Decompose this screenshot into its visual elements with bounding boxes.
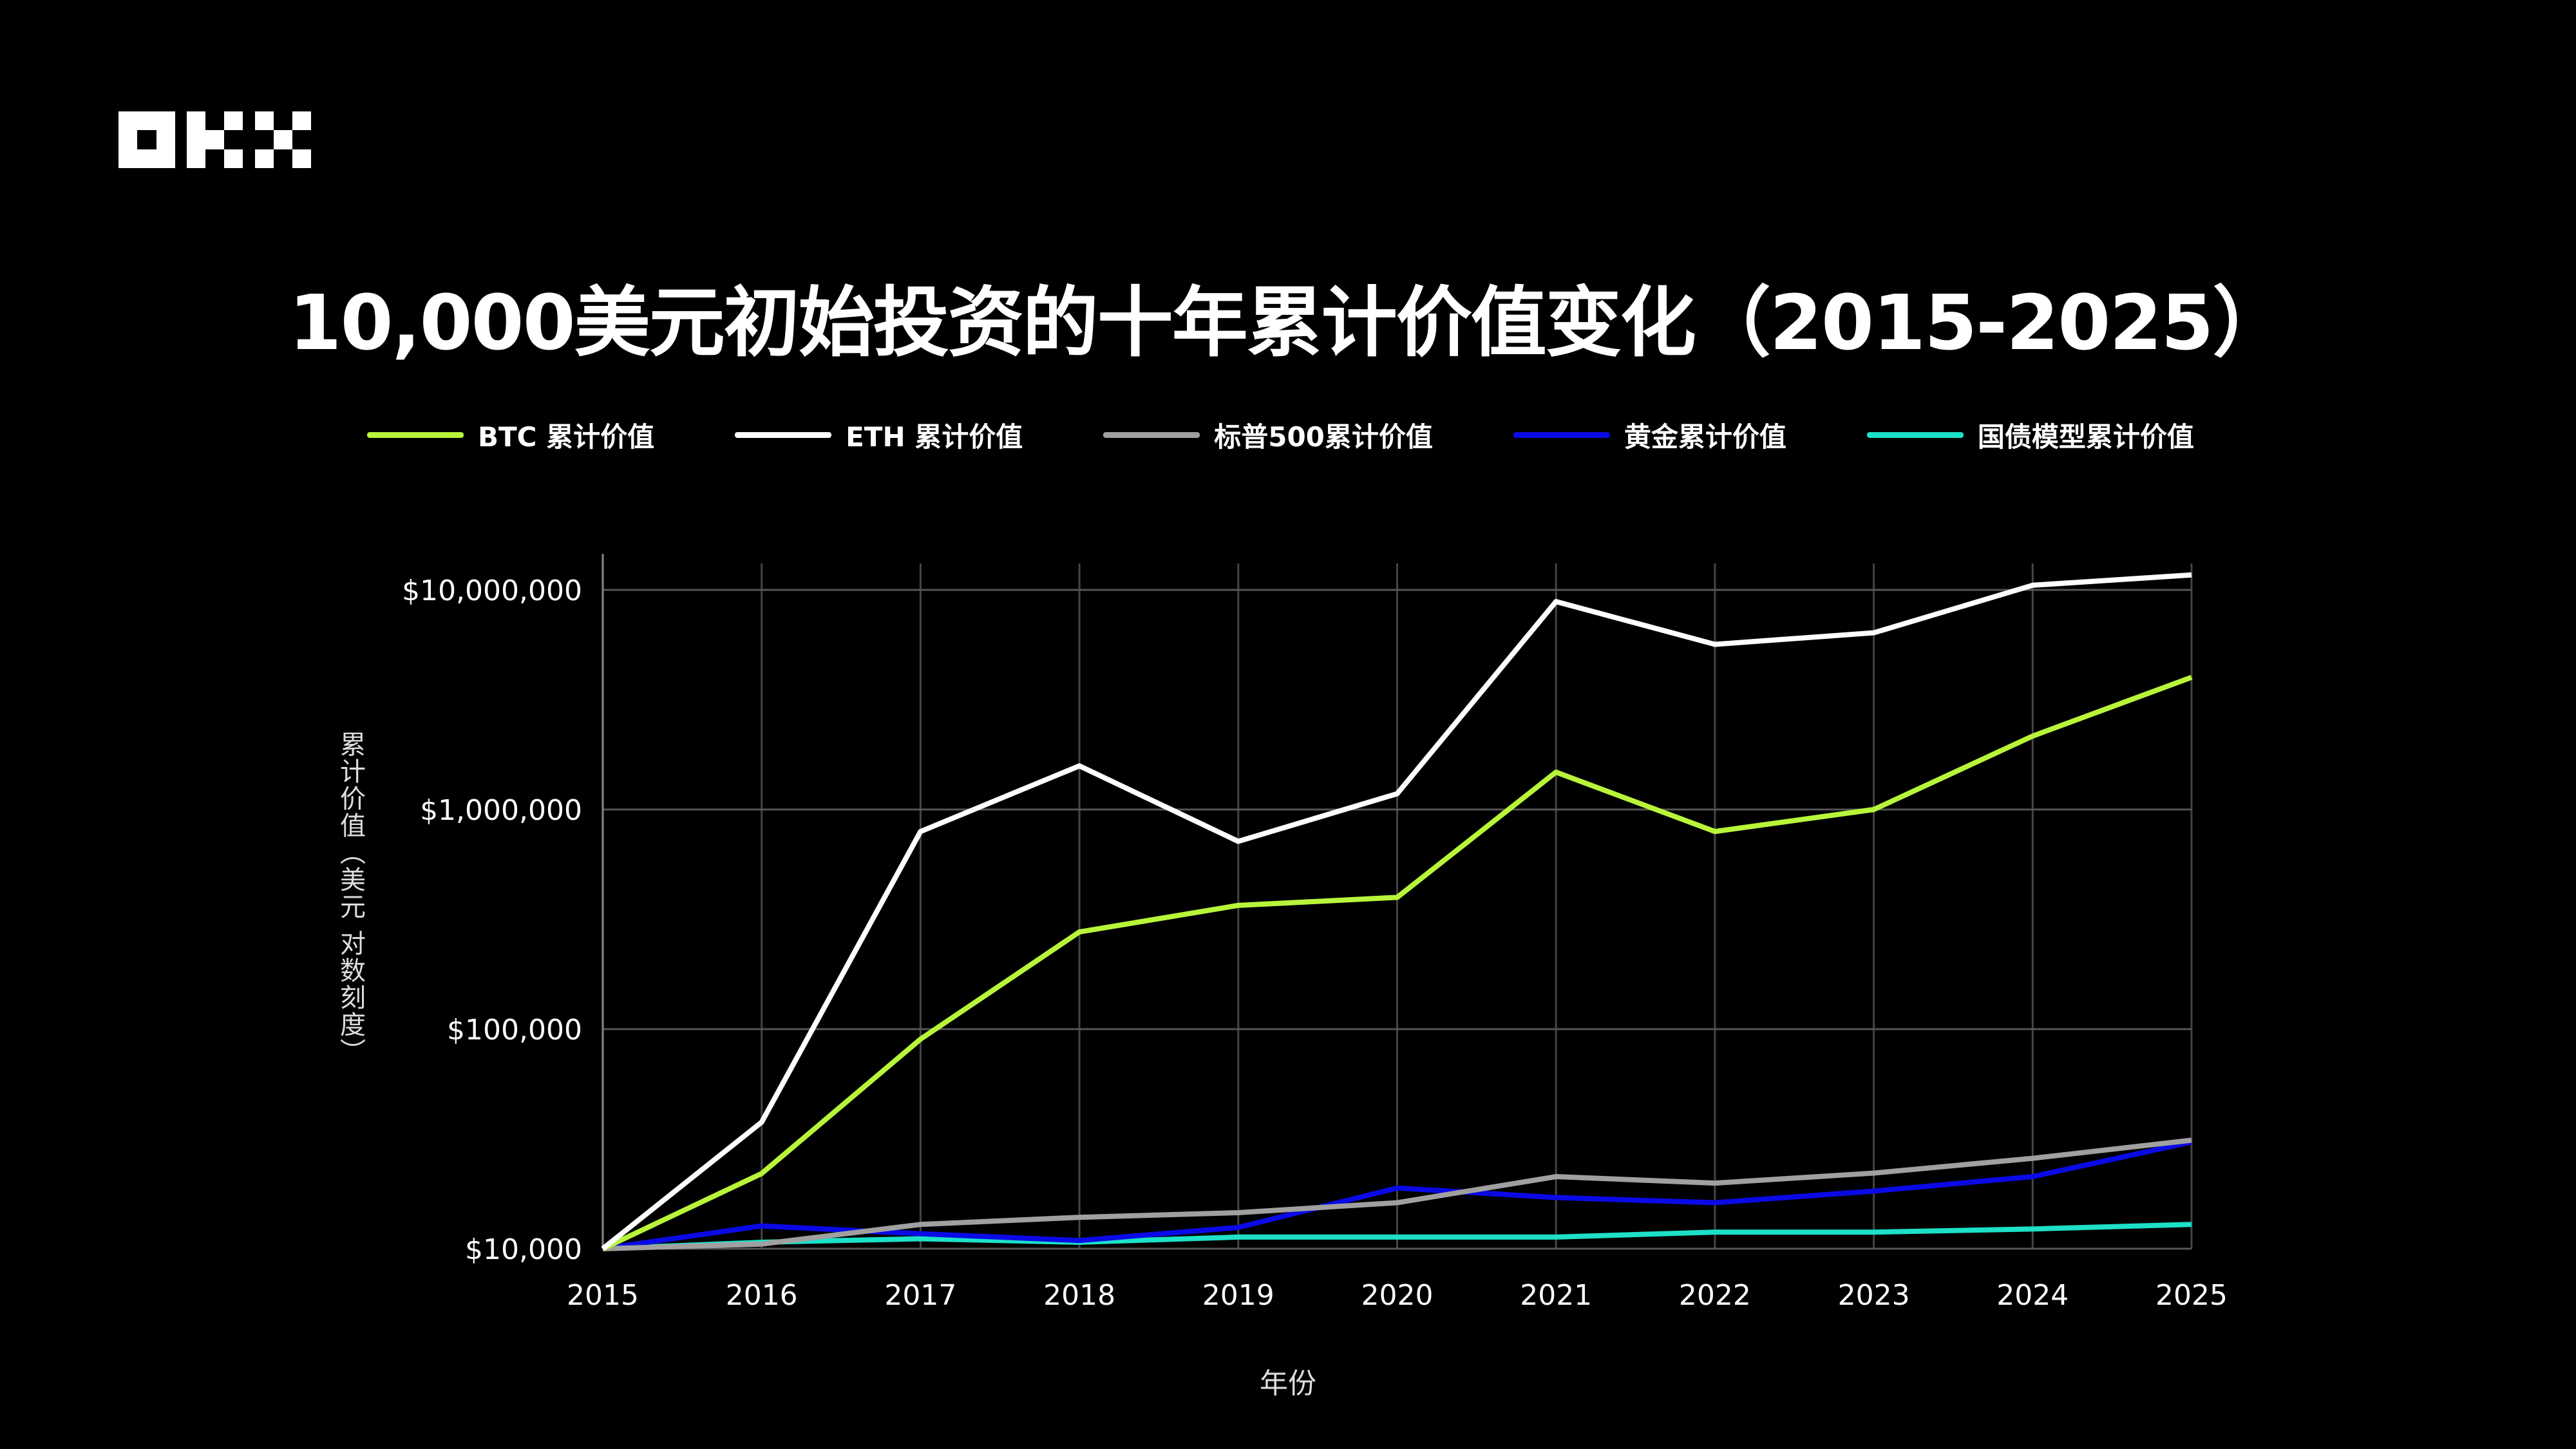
- legend-label: ETH 累计价值: [846, 421, 1023, 453]
- legend-swatch: [367, 432, 464, 438]
- y-axis-label: 累计价值（美元 对数刻度）: [336, 731, 365, 1065]
- legend-swatch: [1866, 432, 1964, 438]
- legend-item: 国债模型累计价值: [1866, 415, 2194, 455]
- legend-label: BTC 累计价值: [478, 421, 655, 453]
- y-tick-label: $10,000,000: [402, 574, 582, 607]
- legend-swatch: [1103, 432, 1200, 438]
- x-tick-label: 2021: [1520, 1279, 1592, 1312]
- y-tick-label: $10,000: [465, 1233, 582, 1266]
- x-tick-label: 2025: [2155, 1279, 2228, 1312]
- series-line-1: [601, 572, 2192, 1251]
- x-tick-label: 2019: [1202, 1279, 1274, 1312]
- x-tick-label: 2023: [1838, 1279, 1910, 1312]
- legend-item: 标普500累计价值: [1103, 415, 1433, 455]
- x-tick-label: 2016: [726, 1279, 798, 1312]
- x-tick-label: 2020: [1361, 1279, 1434, 1312]
- series-line-2: [602, 1137, 2192, 1251]
- x-tick-label: 2024: [1996, 1279, 2069, 1312]
- okx-logo: [118, 111, 311, 168]
- legend-swatch: [1513, 432, 1610, 438]
- legend-label: 国债模型累计价值: [1977, 421, 2194, 453]
- series-line-4: [602, 1222, 2192, 1251]
- series-line-0: [601, 674, 2193, 1251]
- x-axis-label: 年份: [1260, 1367, 1316, 1400]
- x-tick-label: 2017: [884, 1279, 956, 1312]
- legend: BTC 累计价值 ETH 累计价值 标普500累计价值 黄金累计价值 国债模型累计价值: [367, 415, 2275, 455]
- legend-label: 标普500累计价值: [1214, 421, 1433, 453]
- x-tick-label: 2015: [567, 1279, 639, 1312]
- y-tick-label: $1,000,000: [420, 794, 582, 827]
- legend-label: 黄金累计价值: [1624, 421, 1786, 453]
- legend-item: ETH 累计价值: [735, 415, 1023, 455]
- legend-item: BTC 累计价值: [367, 415, 654, 455]
- x-tick-label: 2018: [1043, 1279, 1115, 1312]
- y-tick-label: $100,000: [447, 1014, 582, 1046]
- legend-swatch: [735, 432, 832, 438]
- x-tick-label: 2022: [1679, 1279, 1751, 1312]
- chart-title: 10,000美元初始投资的十年累计价值变化（2015-2025）: [289, 278, 2288, 367]
- legend-item: 黄金累计价值: [1513, 415, 1786, 455]
